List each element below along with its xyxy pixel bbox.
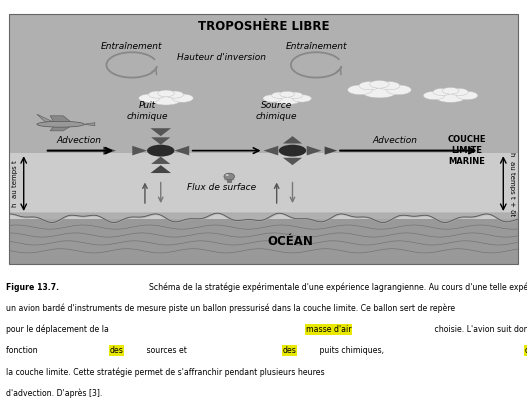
Ellipse shape	[348, 85, 373, 95]
Text: COUCHE
LIMITE
MARINE: COUCHE LIMITE MARINE	[447, 135, 486, 166]
Ellipse shape	[149, 91, 167, 98]
Ellipse shape	[386, 85, 411, 95]
Text: pour le déplacement de la: pour le déplacement de la	[6, 325, 112, 335]
Ellipse shape	[360, 89, 399, 96]
Ellipse shape	[150, 98, 183, 103]
Polygon shape	[151, 165, 171, 173]
Polygon shape	[283, 158, 302, 165]
Ellipse shape	[287, 92, 303, 98]
Polygon shape	[307, 146, 321, 155]
Text: h  au temps t: h au temps t	[12, 160, 18, 207]
Text: masse d'air: masse d'air	[306, 325, 351, 334]
Text: h  au temps t + δt: h au temps t + δt	[509, 152, 515, 215]
Polygon shape	[132, 146, 147, 155]
Text: des: des	[110, 346, 124, 355]
Ellipse shape	[436, 94, 465, 103]
Ellipse shape	[165, 91, 183, 98]
Text: d'advection. D'après [3].: d'advection. D'après [3].	[6, 388, 103, 398]
Text: Flux de surface: Flux de surface	[187, 183, 256, 192]
Polygon shape	[37, 114, 53, 122]
Polygon shape	[174, 146, 189, 155]
Text: des: des	[524, 346, 527, 355]
Text: Advection: Advection	[56, 136, 102, 145]
Ellipse shape	[147, 145, 174, 157]
Ellipse shape	[433, 89, 451, 96]
Ellipse shape	[456, 91, 478, 100]
Polygon shape	[151, 137, 170, 145]
Text: TROPOSHÈRE LIBRE: TROPOSHÈRE LIBRE	[198, 20, 329, 33]
Bar	[9, 14, 518, 153]
Bar	[9, 153, 518, 264]
Text: Source
chimique: Source chimique	[256, 101, 297, 121]
Ellipse shape	[272, 98, 302, 103]
Ellipse shape	[359, 82, 380, 90]
Polygon shape	[103, 147, 116, 155]
Text: la couche limite. Cette stratégie permet de s'affranchir pendant plusieurs heure: la couche limite. Cette stratégie permet…	[6, 367, 327, 377]
Polygon shape	[264, 146, 278, 155]
Ellipse shape	[280, 91, 295, 97]
Text: choisie. L'avion suit donc la: choisie. L'avion suit donc la	[432, 325, 527, 334]
Text: Hauteur d'inversion: Hauteur d'inversion	[177, 52, 266, 61]
Polygon shape	[151, 157, 170, 164]
Text: Puit
chimique: Puit chimique	[127, 101, 168, 121]
Ellipse shape	[271, 92, 288, 98]
Text: un avion bardé d'instruments de mesure piste un ballon pressurisé dans la couche: un avion bardé d'instruments de mesure p…	[6, 304, 455, 314]
Ellipse shape	[139, 94, 160, 102]
Ellipse shape	[379, 82, 400, 90]
Ellipse shape	[172, 94, 193, 102]
Ellipse shape	[224, 173, 235, 180]
Text: puits chimiques,: puits chimiques,	[317, 346, 387, 355]
Ellipse shape	[279, 145, 306, 157]
Polygon shape	[84, 123, 95, 126]
Text: Entraînement: Entraînement	[101, 42, 162, 51]
Ellipse shape	[263, 95, 282, 102]
Ellipse shape	[434, 95, 467, 101]
Text: OCÉAN: OCÉAN	[267, 235, 313, 248]
Text: sources et: sources et	[144, 346, 190, 355]
Text: Entraînement: Entraînement	[286, 42, 347, 51]
Polygon shape	[50, 116, 74, 124]
Ellipse shape	[423, 91, 445, 100]
Text: des: des	[282, 346, 296, 355]
Ellipse shape	[37, 122, 84, 127]
Polygon shape	[50, 124, 74, 131]
Ellipse shape	[370, 80, 389, 88]
Ellipse shape	[442, 87, 459, 94]
Ellipse shape	[450, 89, 468, 96]
Text: Advection: Advection	[373, 136, 418, 145]
Polygon shape	[151, 128, 171, 136]
Ellipse shape	[152, 96, 180, 105]
Ellipse shape	[158, 90, 174, 97]
Ellipse shape	[275, 96, 300, 105]
Bar	[9, 219, 518, 264]
Polygon shape	[283, 136, 302, 143]
Polygon shape	[325, 147, 337, 155]
Text: Figure 13.7.: Figure 13.7.	[6, 283, 60, 292]
Ellipse shape	[292, 95, 311, 102]
Bar	[227, 180, 231, 182]
Text: Schéma de la stratégie expérimentale d'une expérience lagrangienne. Au cours d'u: Schéma de la stratégie expérimentale d'u…	[144, 283, 527, 293]
Text: fonction: fonction	[6, 346, 41, 355]
Ellipse shape	[363, 87, 396, 98]
Ellipse shape	[226, 174, 229, 176]
